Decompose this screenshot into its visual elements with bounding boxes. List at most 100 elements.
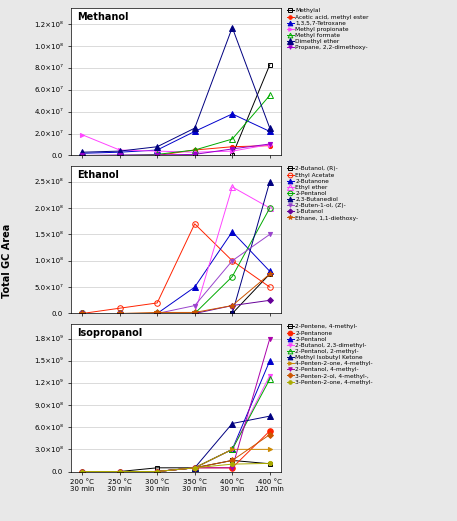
2,3-Butanediol (267, 179, 272, 185)
4-Penten-2-one, 4-methyl- (267, 446, 272, 452)
Ethyl Acetate (154, 300, 160, 306)
Line: Ethyl Acetate: Ethyl Acetate (80, 221, 272, 316)
Line: 2-Pentanol: 2-Pentanol (80, 358, 272, 474)
2-Pentanol, 4-methyl- (229, 465, 235, 471)
3-Penten-2-ol, 4-methyl-, (192, 465, 197, 471)
Line: 2-Pentanone: 2-Pentanone (80, 428, 272, 474)
3-Penten-2-ol, 4-methyl-, (80, 468, 85, 475)
Methylal (80, 152, 85, 158)
2-Butanone (192, 284, 197, 290)
3-Penten-2-one, 4-methyl- (154, 468, 160, 475)
Acetic acid, methyl ester (192, 147, 197, 153)
2-Butanol, 2,3-dimethyl- (154, 468, 160, 475)
3-Penten-2-ol, 4-methyl-, (267, 431, 272, 438)
2,3-Butanediol (229, 311, 235, 317)
1,3,5,7-Tetroxane (267, 128, 272, 134)
Text: Total GC Area: Total GC Area (2, 224, 12, 297)
2-Butanol, (R)- (117, 311, 122, 317)
3-Penten-2-one, 4-methyl- (229, 461, 235, 467)
2-Pentanol (154, 311, 160, 317)
Ethyl ether (192, 311, 197, 317)
Legend: 2-Pentene, 4-methyl-, 2-Pentanone, 2-Pentanol, 2-Butanol, 2,3-dimethyl-, 2-Penta: 2-Pentene, 4-methyl-, 2-Pentanone, 2-Pen… (286, 324, 374, 385)
Ethyl ether (154, 311, 160, 317)
2-Pentanol (229, 274, 235, 280)
2-Pentanol, 4-methyl- (154, 468, 160, 475)
1,3,5,7-Tetroxane (154, 147, 160, 153)
Line: 2-Butanol, 2,3-dimethyl-: 2-Butanol, 2,3-dimethyl- (80, 374, 272, 474)
3-Penten-2-ol, 4-methyl-, (154, 468, 160, 475)
Line: 2-Butanol, (R)-: 2-Butanol, (R)- (80, 272, 272, 316)
Line: Methyl Isobutyl Ketone: Methyl Isobutyl Ketone (80, 413, 272, 474)
Methyl formate (267, 92, 272, 98)
2-Butanone (267, 268, 272, 275)
Dimethyl ether (117, 148, 122, 154)
2-Pentanol, 2-methyl- (154, 468, 160, 475)
Line: Ethane, 1,1-diethoxy-: Ethane, 1,1-diethoxy- (80, 271, 272, 316)
3-Penten-2-one, 4-methyl- (80, 468, 85, 475)
2-Buten-1-ol, (Z)- (117, 311, 122, 317)
1,3,5,7-Tetroxane (80, 150, 85, 156)
Propane, 2,2-dimethoxy- (192, 151, 197, 157)
2-Pentanol, 2-methyl- (117, 468, 122, 475)
Acetic acid, methyl ester (80, 152, 85, 158)
2-Butanol, 2,3-dimethyl- (80, 468, 85, 475)
4-Penten-2-one, 4-methyl- (192, 465, 197, 471)
3-Penten-2-one, 4-methyl- (117, 468, 122, 475)
Acetic acid, methyl ester (154, 152, 160, 158)
2-Butanol, (R)- (154, 311, 160, 317)
2-Pentanol, 4-methyl- (117, 468, 122, 475)
Dimethyl ether (154, 144, 160, 150)
1-Butanol (117, 311, 122, 317)
2-Butanol, (R)- (80, 311, 85, 317)
Text: Methanol: Methanol (77, 13, 128, 22)
2-Pentanone (229, 465, 235, 471)
Propane, 2,2-dimethoxy- (267, 141, 272, 147)
2-Butanol, 2,3-dimethyl- (267, 373, 272, 379)
Ethyl ether (267, 205, 272, 211)
2-Butanol, 2,3-dimethyl- (117, 468, 122, 475)
2-Pentanol (267, 205, 272, 211)
Methyl formate (80, 152, 85, 158)
2-Butanol, (R)- (229, 311, 235, 317)
Propane, 2,2-dimethoxy- (154, 152, 160, 158)
Line: 2-Butanone: 2-Butanone (80, 229, 272, 316)
Dimethyl ether (229, 24, 235, 31)
Line: 3-Penten-2-ol, 4-methyl-,: 3-Penten-2-ol, 4-methyl-, (80, 432, 272, 474)
2-Pentanol (267, 357, 272, 364)
2-Buten-1-ol, (Z)- (154, 311, 160, 317)
Methylal (229, 152, 235, 158)
2,3-Butanediol (154, 311, 160, 317)
2-Pentanol (80, 311, 85, 317)
Ethane, 1,1-diethoxy- (154, 309, 160, 316)
4-Penten-2-one, 4-methyl- (80, 468, 85, 475)
2-Pentanone (192, 465, 197, 471)
2-Butanone (229, 229, 235, 235)
Line: Propane, 2,2-dimethoxy-: Propane, 2,2-dimethoxy- (80, 142, 272, 157)
Line: Methyl formate: Methyl formate (80, 93, 272, 158)
Methyl Isobutyl Ketone (192, 465, 197, 471)
Methyl formate (192, 147, 197, 153)
Methyl Isobutyl Ketone (267, 413, 272, 419)
3-Penten-2-ol, 4-methyl-, (229, 457, 235, 464)
Line: 1,3,5,7-Tetroxane: 1,3,5,7-Tetroxane (80, 111, 272, 156)
Ethane, 1,1-diethoxy- (192, 309, 197, 316)
Ethane, 1,1-diethoxy- (267, 271, 272, 277)
Ethane, 1,1-diethoxy- (117, 311, 122, 317)
2-Pentanol, 2-methyl- (192, 465, 197, 471)
Methyl Isobutyl Ketone (154, 468, 160, 475)
1-Butanol (267, 297, 272, 303)
Ethyl ether (117, 311, 122, 317)
2-Pentene, 4-methyl- (192, 465, 197, 471)
2-Butanone (154, 311, 160, 317)
2-Pentene, 4-methyl- (80, 468, 85, 475)
2-Pentanol (192, 311, 197, 317)
1-Butanol (154, 311, 160, 317)
2,3-Butanediol (117, 311, 122, 317)
Line: Acetic acid, methyl ester: Acetic acid, methyl ester (80, 144, 272, 157)
Ethyl ether (229, 184, 235, 190)
Methyl Isobutyl Ketone (80, 468, 85, 475)
2-Pentanone (267, 428, 272, 434)
Line: Methyl propionate: Methyl propionate (80, 133, 272, 154)
Ethane, 1,1-diethoxy- (80, 311, 85, 317)
Dimethyl ether (80, 149, 85, 155)
